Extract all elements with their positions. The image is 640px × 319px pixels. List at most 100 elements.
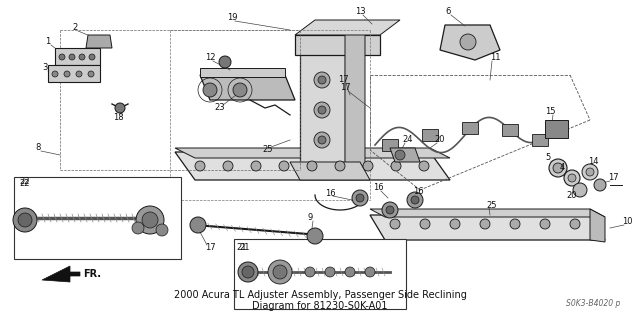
Polygon shape — [300, 35, 345, 175]
Polygon shape — [55, 48, 100, 65]
Circle shape — [420, 219, 430, 229]
Circle shape — [88, 71, 94, 77]
Polygon shape — [382, 139, 398, 151]
Polygon shape — [345, 20, 365, 175]
Circle shape — [568, 174, 576, 182]
Circle shape — [223, 161, 233, 171]
Text: 17: 17 — [338, 76, 348, 85]
Text: 3: 3 — [42, 63, 48, 72]
Polygon shape — [440, 25, 500, 60]
Text: 17: 17 — [205, 243, 215, 253]
Circle shape — [345, 267, 355, 277]
Circle shape — [59, 54, 65, 60]
Text: 19: 19 — [227, 13, 237, 23]
Circle shape — [136, 206, 164, 234]
Circle shape — [480, 219, 490, 229]
Text: 16: 16 — [324, 189, 335, 197]
Circle shape — [273, 265, 287, 279]
Text: Diagram for 81230-S0K-A01: Diagram for 81230-S0K-A01 — [252, 301, 388, 311]
Text: 15: 15 — [545, 108, 556, 116]
Polygon shape — [390, 148, 420, 162]
Text: 20: 20 — [435, 136, 445, 145]
Text: 17: 17 — [340, 84, 350, 93]
Text: 2000 Acura TL Adjuster Assembly, Passenger Side Reclining: 2000 Acura TL Adjuster Assembly, Passeng… — [173, 290, 467, 300]
Circle shape — [69, 54, 75, 60]
Text: 23: 23 — [214, 103, 225, 113]
Text: 22: 22 — [20, 177, 30, 187]
Circle shape — [203, 83, 217, 97]
Circle shape — [79, 54, 85, 60]
Polygon shape — [42, 266, 80, 282]
Text: 17: 17 — [608, 174, 618, 182]
Text: 22: 22 — [20, 179, 30, 188]
Text: 24: 24 — [403, 136, 413, 145]
Text: 25: 25 — [487, 201, 497, 210]
Text: 1: 1 — [45, 38, 51, 47]
FancyBboxPatch shape — [234, 239, 406, 309]
Circle shape — [407, 192, 423, 208]
Circle shape — [314, 132, 330, 148]
Circle shape — [586, 168, 594, 176]
Text: 16: 16 — [372, 183, 383, 192]
Circle shape — [305, 267, 315, 277]
Circle shape — [460, 34, 476, 50]
Polygon shape — [290, 162, 370, 180]
Polygon shape — [200, 68, 285, 77]
Circle shape — [540, 219, 550, 229]
Circle shape — [279, 161, 289, 171]
Polygon shape — [422, 129, 438, 141]
Circle shape — [553, 163, 563, 173]
FancyBboxPatch shape — [14, 177, 181, 259]
Circle shape — [325, 267, 335, 277]
Text: 13: 13 — [355, 8, 365, 17]
Circle shape — [395, 150, 405, 160]
Polygon shape — [48, 65, 100, 82]
Text: 4: 4 — [559, 164, 564, 173]
Circle shape — [570, 219, 580, 229]
Text: FR.: FR. — [83, 269, 101, 279]
Circle shape — [390, 219, 400, 229]
Polygon shape — [502, 124, 518, 136]
Text: 18: 18 — [113, 114, 124, 122]
Polygon shape — [295, 35, 380, 55]
Text: 11: 11 — [490, 54, 500, 63]
Text: 9: 9 — [307, 213, 312, 222]
Polygon shape — [370, 215, 605, 240]
Text: 14: 14 — [588, 158, 598, 167]
Text: 5: 5 — [545, 153, 550, 162]
Circle shape — [18, 213, 32, 227]
Text: 2: 2 — [72, 24, 77, 33]
Text: 20: 20 — [567, 190, 577, 199]
Polygon shape — [200, 75, 295, 100]
Circle shape — [594, 179, 606, 191]
Text: 21: 21 — [237, 243, 247, 253]
Circle shape — [64, 71, 70, 77]
Circle shape — [195, 161, 205, 171]
Polygon shape — [370, 209, 605, 217]
Circle shape — [318, 76, 326, 84]
Circle shape — [307, 228, 323, 244]
Circle shape — [386, 206, 394, 214]
Text: 10: 10 — [621, 218, 632, 226]
Text: S0K3-B4020 p: S0K3-B4020 p — [566, 299, 620, 308]
Polygon shape — [86, 35, 112, 48]
Circle shape — [382, 202, 398, 218]
Circle shape — [156, 224, 168, 236]
Circle shape — [76, 71, 82, 77]
Circle shape — [363, 161, 373, 171]
Circle shape — [314, 72, 330, 88]
Circle shape — [190, 217, 206, 233]
Text: 6: 6 — [445, 8, 451, 17]
Polygon shape — [295, 20, 400, 35]
Circle shape — [233, 83, 247, 97]
Polygon shape — [175, 148, 450, 158]
Circle shape — [419, 161, 429, 171]
Polygon shape — [590, 209, 605, 242]
Circle shape — [251, 161, 261, 171]
Circle shape — [335, 161, 345, 171]
Circle shape — [564, 170, 580, 186]
Text: 12: 12 — [205, 54, 215, 63]
Circle shape — [142, 212, 158, 228]
Circle shape — [510, 219, 520, 229]
Circle shape — [318, 136, 326, 144]
